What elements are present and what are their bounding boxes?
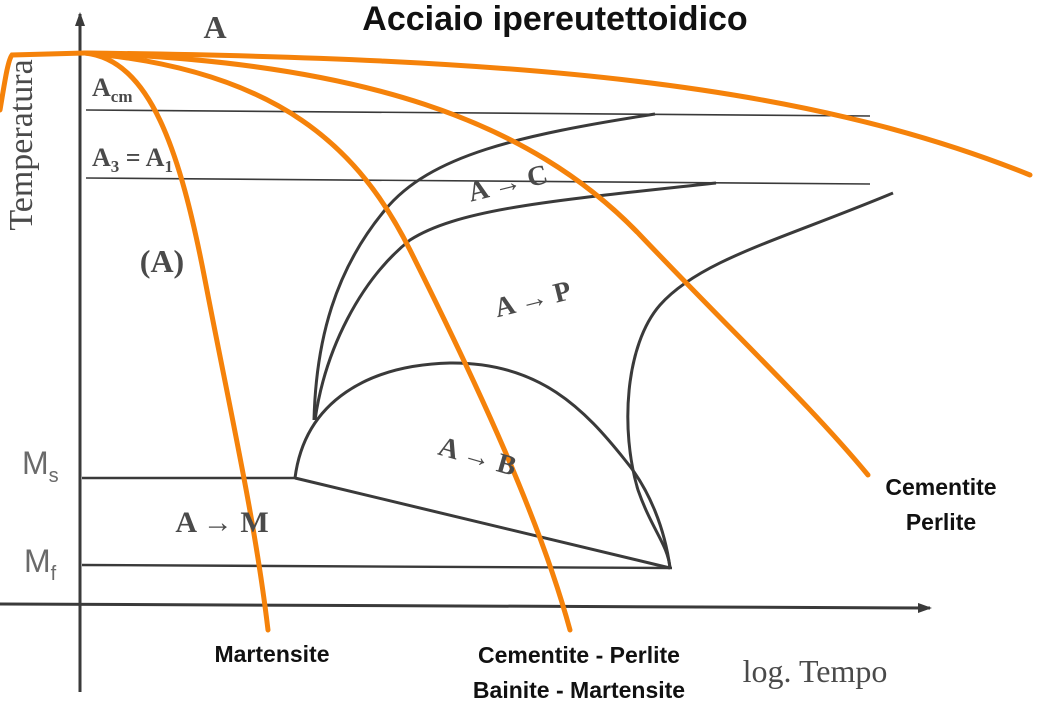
ms-label: Ms: [22, 445, 59, 487]
a-to-m-label: A → M: [175, 506, 268, 539]
cooling-curve-martensite: [82, 50, 271, 633]
mf-label-sub: f: [51, 563, 57, 585]
acm-label-sub: cm: [111, 87, 133, 106]
a3-label-base: A: [92, 143, 111, 172]
x-axis-label: log. Tempo: [743, 653, 888, 689]
diagram-title: Acciaio ipereutettoidico: [362, 0, 747, 38]
bainite-curve: [293, 361, 672, 569]
y-axis-label: Temperatura: [3, 59, 40, 230]
a-to-p-label: A → P: [491, 275, 574, 324]
result-cementite-perlite: Cementite - Perlite: [478, 642, 680, 668]
mf-label-base: M: [24, 543, 51, 579]
a3-label-sub: 3: [111, 157, 120, 176]
acm-label: Acm: [92, 73, 133, 106]
result-martensite: Martensite: [214, 641, 329, 667]
cooling-curve-slow: [82, 50, 1033, 178]
cooling-curve-perlite: [82, 50, 871, 478]
result-perlite: Perlite: [906, 509, 976, 535]
cementite-start-curve: [312, 112, 656, 421]
acm-label-base: A: [92, 73, 111, 102]
ms-label-sub: s: [49, 465, 59, 487]
a3-a1-label: A3 = A1: [92, 143, 173, 176]
a-to-b-label: A → B: [435, 431, 520, 483]
bainite-lower-boundary: [294, 476, 671, 570]
a1-label-base: = A: [119, 143, 164, 172]
perlite-end-curve: [626, 191, 894, 569]
ms-label-base: M: [22, 445, 49, 481]
austenite-cooling-label: (A): [140, 243, 184, 279]
mf-label: Mf: [24, 543, 57, 585]
cooling-curves: [0, 50, 1033, 633]
a3-a1-line: [85, 177, 871, 185]
austenite-label: A: [203, 9, 226, 45]
cooling-curve-start: [0, 50, 88, 113]
result-cementite: Cementite: [885, 474, 996, 500]
cooling-curve-bainite: [82, 50, 573, 633]
acm-line: [85, 109, 871, 117]
x-axis: [0, 602, 932, 613]
a1-label-sub: 1: [164, 157, 173, 176]
a-to-c-label: A → C: [465, 159, 551, 209]
result-bainite-martensite: Bainite - Martensite: [473, 677, 685, 703]
mf-line: [81, 563, 673, 570]
